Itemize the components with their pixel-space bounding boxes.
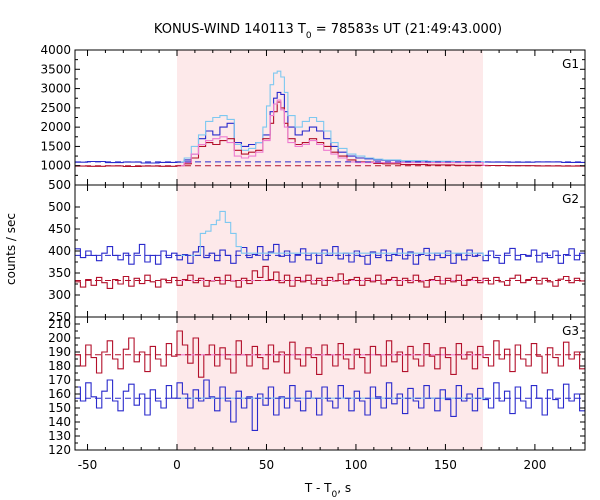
y-tick-label: 500 <box>48 178 71 192</box>
y-tick-label: 210 <box>48 317 71 331</box>
y-tick-label: 140 <box>48 415 71 429</box>
chart-title-rest: = 78583s UT (21:49:43.000) <box>312 22 502 37</box>
series-line-pink-step <box>177 99 489 167</box>
panel-g2: 250 300 350 400 450 500 G2 <box>48 184 586 324</box>
x-tick-label: 100 <box>344 458 367 472</box>
series-group <box>75 330 585 431</box>
panel-label-g1: G1 <box>562 57 579 71</box>
chart-title-subscript: 0 <box>306 31 312 41</box>
y-tick-label: 120 <box>48 443 71 457</box>
highlight-region <box>177 185 483 317</box>
x-tick-label: 200 <box>523 458 546 472</box>
y-tick-label: 400 <box>48 244 71 258</box>
panel-label-g2: G2 <box>562 192 579 206</box>
series-group <box>75 210 585 289</box>
y-axis-label: counts / sec <box>4 213 18 285</box>
y-tick-label: 170 <box>48 373 71 387</box>
y-tick-label: 350 <box>48 266 71 280</box>
panel-label-g3: G3 <box>562 324 579 338</box>
x-tick-label: -50 <box>78 458 98 472</box>
series-group <box>75 70 585 168</box>
y-tick-label: 1000 <box>40 159 71 173</box>
x-axis-label-main: T - T <box>304 481 332 495</box>
highlight-region <box>177 317 483 450</box>
y-tick-label: 500 <box>48 200 71 214</box>
x-axis-label: T - T0, s <box>304 481 351 500</box>
panel-g1: 500 1000 1500 2000 2500 3000 3500 4000 G1 <box>40 43 586 192</box>
series-line-red-step <box>75 330 585 378</box>
series-line-blue-step <box>75 243 585 265</box>
series-line-red-step <box>75 101 585 168</box>
panel-frame <box>74 316 586 451</box>
y-tick-label: 250 <box>48 310 71 324</box>
series-line-light_blue-step <box>177 70 489 163</box>
x-tick-label: 50 <box>259 458 274 472</box>
series-line-blue-step <box>75 379 585 431</box>
y-tick-label: 2500 <box>40 101 71 115</box>
chart-title-main: KONUS-WIND 140113 T <box>154 22 306 37</box>
plot-layer: 5001000150020002500300035004000G12503003… <box>40 43 586 472</box>
x-tick-label: 0 <box>173 458 181 472</box>
y-tick-label: 2000 <box>40 120 71 134</box>
y-tick-label: 300 <box>48 288 71 302</box>
y-tick-label: 200 <box>48 331 71 345</box>
y-tick-label: 3500 <box>40 62 71 76</box>
y-tick-label: 3000 <box>40 82 71 96</box>
x-axis-label-subscript: 0 <box>332 490 338 500</box>
series-line-light_blue-step <box>177 210 489 256</box>
y-tick-label: 450 <box>48 222 71 236</box>
chart-title: KONUS-WIND 140113 T0 = 78583s UT (21:49:… <box>154 22 502 41</box>
x-tick-label: 150 <box>434 458 457 472</box>
y-tick-label: 1500 <box>40 139 71 153</box>
y-tick-label: 4000 <box>40 43 71 57</box>
y-tick-label: 130 <box>48 429 71 443</box>
x-axis-label-rest: , s <box>337 481 351 495</box>
y-tick-label: 150 <box>48 401 71 415</box>
y-tick-label: 180 <box>48 359 71 373</box>
y-tick-label: 160 <box>48 387 71 401</box>
y-tick-label: 190 <box>48 345 71 359</box>
